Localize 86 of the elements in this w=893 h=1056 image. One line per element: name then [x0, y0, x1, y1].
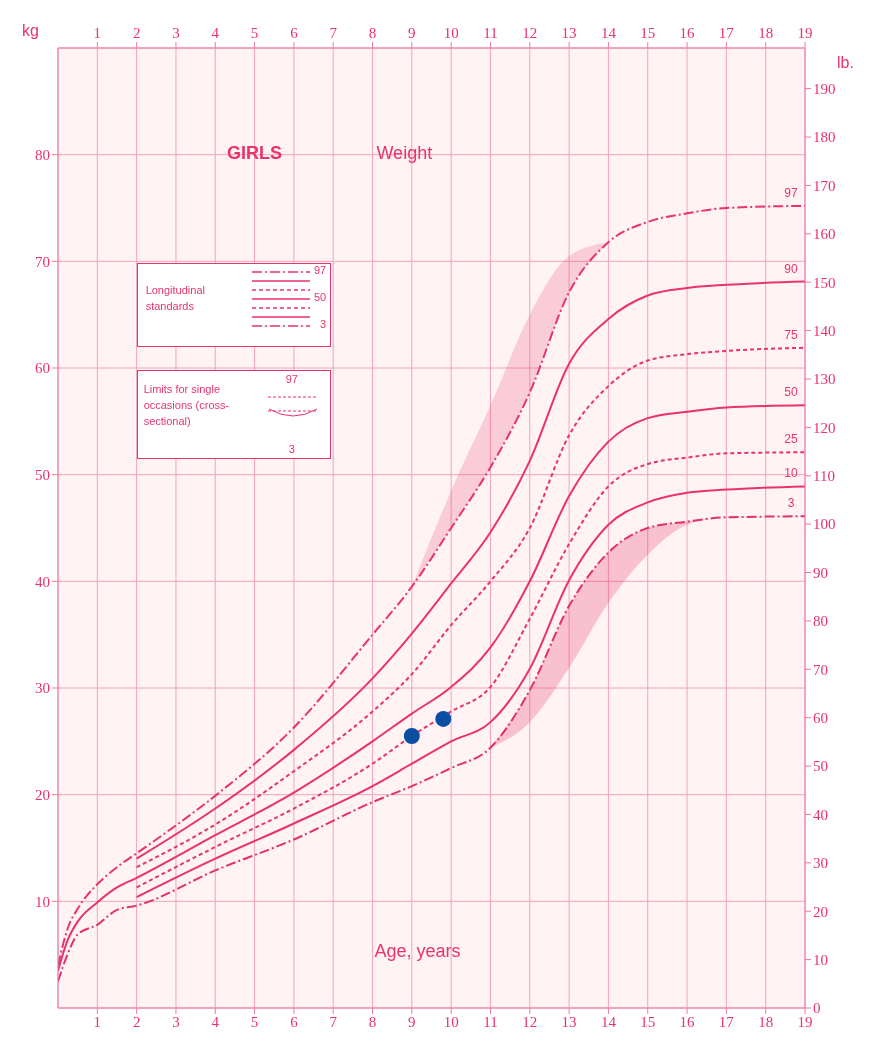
- x-tick-label: 17: [718, 1013, 735, 1030]
- annotation: 97: [285, 373, 298, 386]
- annotation: 3: [288, 443, 295, 456]
- x-tick-label: 19: [797, 1013, 813, 1030]
- y-tick-label: 60: [35, 360, 50, 377]
- y-axis-title: kg: [22, 22, 39, 40]
- y-tick-label: 80: [35, 146, 50, 163]
- y2-tick-label: 10: [813, 951, 828, 968]
- x2-tick-label: 5: [250, 25, 259, 41]
- y2-tick-label: 100: [813, 516, 836, 533]
- y-tick-label: 30: [35, 680, 50, 697]
- series-label: 90: [784, 261, 798, 276]
- x2-tick-label: 2: [132, 25, 141, 41]
- x-tick-label: 18: [758, 1013, 774, 1030]
- y2-tick-label: 70: [813, 661, 828, 678]
- x-tick-label: 2: [132, 1013, 141, 1030]
- x2-tick-label: 10: [443, 25, 459, 41]
- x2-tick-label: 15: [640, 25, 656, 41]
- x-tick-label: 9: [408, 1013, 416, 1030]
- y2-axis-title: lb.: [837, 54, 854, 72]
- y2-tick-label: 40: [813, 806, 828, 823]
- y-tick-label: 20: [35, 786, 50, 803]
- x-tick-label: 7: [329, 1013, 338, 1030]
- x2-tick-label: 6: [290, 25, 299, 41]
- annotation: 97: [313, 264, 327, 277]
- x2-tick-label: 11: [483, 25, 498, 41]
- x2-tick-label: 14: [600, 25, 617, 41]
- x-axis-title: Age, years: [374, 940, 461, 962]
- key-box: Limits for single occasions (cross-sectional) 97 3: [136, 370, 332, 459]
- y2-tick-label: 90: [813, 564, 828, 581]
- y2-tick-label: 80: [813, 613, 828, 630]
- x-tick-label: 14: [600, 1013, 617, 1030]
- x-tick-label: 10: [443, 1013, 459, 1030]
- y2-tick-label: 120: [813, 419, 836, 436]
- annotation: 3: [320, 318, 327, 331]
- y-tick-label: 70: [35, 253, 50, 270]
- series-label: 3: [787, 496, 795, 511]
- x2-tick-label: 17: [718, 25, 735, 41]
- x-tick-label: 6: [290, 1013, 299, 1030]
- x2-tick-label: 12: [522, 25, 538, 41]
- text: GIRLS: [227, 142, 283, 164]
- y2-tick-label: 170: [813, 177, 836, 194]
- y2-tick-label: 30: [813, 855, 828, 872]
- y2-tick-label: 190: [813, 80, 836, 97]
- annotation: Limits for single occasions (cross-sectional): [143, 382, 231, 430]
- x-tick-label: 4: [211, 1013, 220, 1030]
- x2-tick-label: 4: [211, 25, 220, 41]
- series-label: 50: [784, 385, 798, 400]
- y-tick-label: 10: [35, 893, 50, 910]
- x-tick-label: 16: [679, 1013, 696, 1030]
- y2-tick-label: 60: [813, 710, 828, 726]
- x-tick-label: 12: [522, 1013, 538, 1030]
- x2-tick-label: 1: [93, 25, 102, 41]
- y2-tick-label: 50: [813, 758, 828, 775]
- x-tick-label: 5: [250, 1013, 259, 1030]
- x2-tick-label: 13: [561, 25, 577, 41]
- y2-tick-label: 160: [813, 226, 836, 243]
- x-tick-label: 1: [93, 1013, 102, 1030]
- series-label: 75: [784, 327, 798, 342]
- y2-tick-label: 150: [813, 274, 836, 291]
- x-tick-label: 3: [172, 1013, 180, 1030]
- x-tick-label: 8: [368, 1013, 377, 1030]
- x2-tick-label: 7: [329, 25, 338, 41]
- series-label: 97: [784, 185, 798, 200]
- y2-tick-label: 140: [813, 322, 836, 339]
- y-tick-label: 50: [35, 466, 50, 483]
- x2-tick-label: 18: [758, 25, 774, 41]
- x2-tick-label: 9: [408, 25, 416, 41]
- annotation: Longitudinal standards: [145, 283, 206, 315]
- x2-tick-label: 8: [368, 25, 377, 41]
- y2-tick-label: 0: [813, 1000, 821, 1017]
- y2-tick-label: 130: [813, 371, 836, 388]
- series-label: 10: [784, 466, 798, 481]
- x-tick-label: 15: [640, 1013, 656, 1030]
- x2-tick-label: 3: [172, 25, 180, 41]
- x2-tick-label: 19: [797, 25, 813, 41]
- y-tick-label: 40: [35, 573, 50, 590]
- y2-tick-label: 20: [813, 903, 828, 920]
- annotation: 50: [313, 291, 327, 304]
- y2-tick-label: 110: [813, 468, 835, 485]
- series-label: 25: [784, 432, 798, 447]
- y2-tick-label: 180: [813, 129, 836, 146]
- x2-tick-label: 16: [679, 25, 696, 41]
- x-tick-label: 13: [561, 1013, 577, 1030]
- x-tick-label: 11: [483, 1013, 498, 1030]
- text: Weight: [376, 142, 433, 164]
